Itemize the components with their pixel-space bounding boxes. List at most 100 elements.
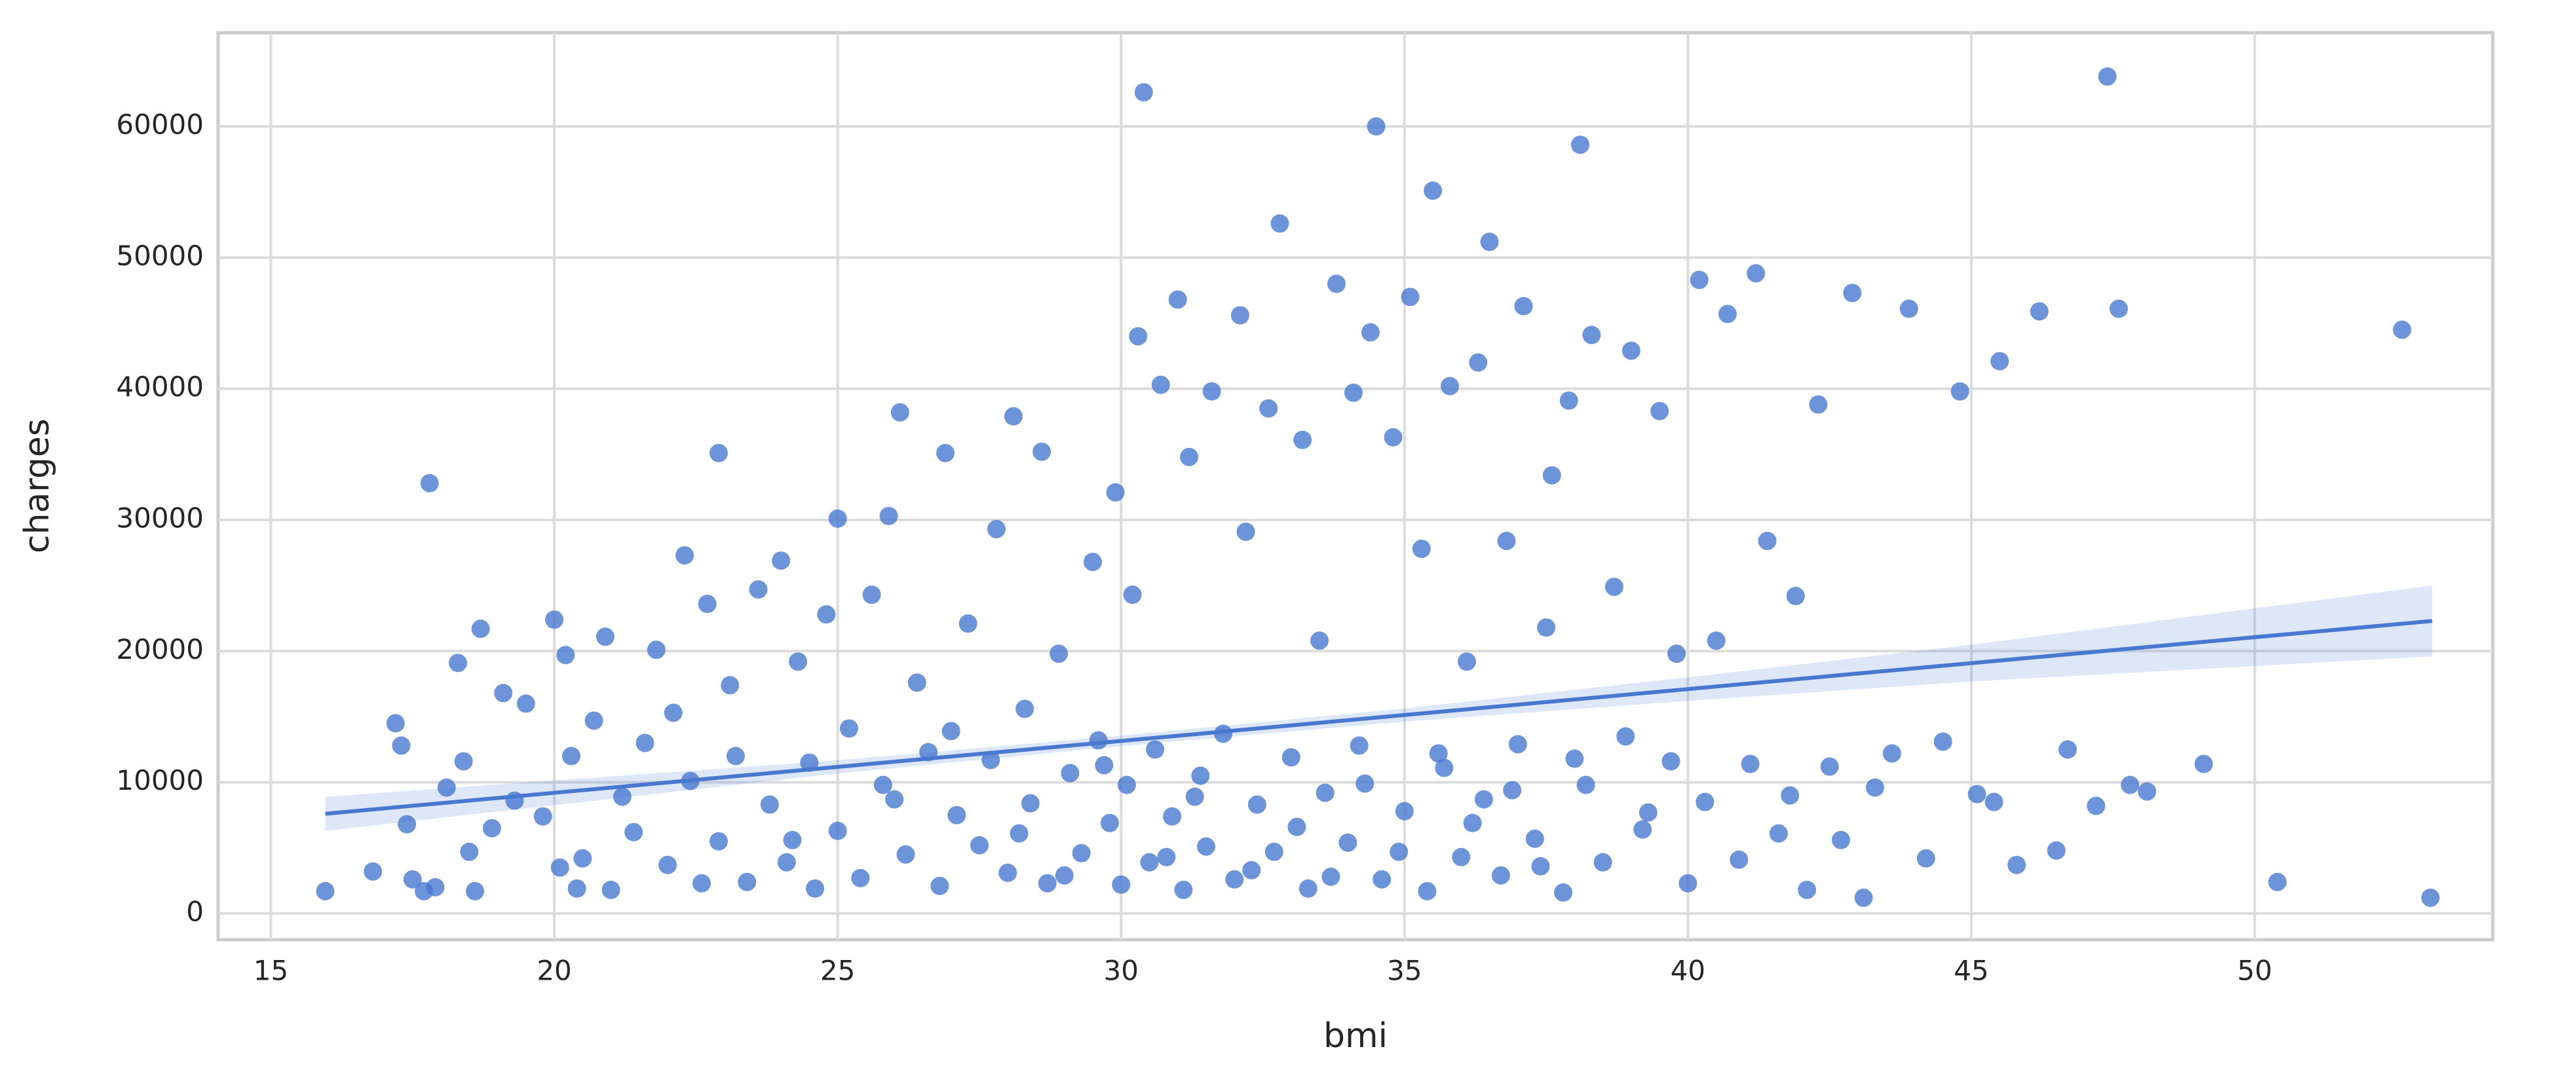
point (1298, 879, 1317, 898)
point (1690, 270, 1709, 289)
point (1100, 813, 1119, 832)
point (1491, 866, 1510, 885)
point (1055, 866, 1074, 885)
point (783, 830, 802, 849)
point (516, 694, 535, 713)
point (1435, 758, 1454, 777)
point (1418, 881, 1437, 900)
point (658, 855, 677, 874)
point (1355, 774, 1374, 793)
point (1264, 842, 1283, 861)
point (1213, 724, 1232, 743)
point (879, 506, 898, 525)
point (1667, 644, 1686, 663)
point (1508, 735, 1527, 754)
point (494, 684, 513, 703)
point (1038, 874, 1057, 893)
point (584, 711, 603, 730)
point (772, 551, 791, 570)
point (1259, 399, 1278, 418)
point (1338, 833, 1357, 852)
point (1236, 523, 1255, 542)
point (1140, 853, 1159, 872)
point (987, 520, 1006, 539)
point (556, 646, 575, 665)
point (1781, 786, 1800, 805)
point (482, 819, 501, 838)
y-tick-label: 10000 (116, 764, 204, 796)
point (1129, 327, 1148, 346)
point (448, 654, 467, 673)
point (1565, 749, 1584, 768)
point (1650, 401, 1669, 420)
point (1395, 802, 1414, 821)
point (1197, 837, 1216, 856)
x-tick-label: 45 (1954, 955, 1988, 987)
point (896, 845, 915, 864)
point (426, 878, 445, 896)
point (1321, 867, 1340, 886)
point (1015, 699, 1034, 718)
point (721, 676, 740, 695)
point (454, 752, 473, 771)
point (1327, 274, 1346, 293)
point (1384, 428, 1403, 447)
point (2030, 302, 2049, 321)
point (777, 853, 796, 872)
point (1367, 117, 1386, 136)
point (567, 879, 586, 898)
point (1293, 430, 1312, 449)
point (709, 832, 728, 851)
point (970, 836, 989, 855)
point (398, 815, 417, 834)
point (890, 403, 909, 422)
point (1050, 644, 1069, 663)
point (1798, 880, 1817, 899)
point (316, 881, 335, 900)
point (1604, 578, 1623, 597)
point (806, 879, 825, 898)
point (2268, 872, 2287, 891)
point (1554, 883, 1573, 902)
point (1463, 813, 1482, 832)
point (1661, 752, 1680, 771)
point (1542, 466, 1561, 485)
point (749, 580, 768, 599)
point (562, 747, 581, 766)
point (1191, 766, 1210, 785)
point (726, 747, 745, 766)
point (1281, 748, 1300, 767)
point (1350, 736, 1369, 755)
point (1316, 783, 1335, 802)
point (1168, 290, 1187, 309)
point (1361, 323, 1380, 342)
point (1021, 794, 1040, 813)
point (1180, 447, 1199, 466)
point (1854, 888, 1873, 907)
point (1990, 352, 2009, 371)
point (1769, 824, 1788, 843)
x-tick-label: 35 (1387, 955, 1422, 987)
point (885, 790, 904, 809)
point (930, 876, 949, 895)
point (1741, 754, 1760, 773)
point (817, 605, 836, 624)
point (1157, 847, 1176, 866)
point (1967, 785, 1986, 804)
point (1638, 803, 1657, 822)
point (851, 868, 870, 887)
point (1310, 631, 1329, 650)
y-axis-label: charges (18, 418, 57, 553)
point (1832, 830, 1851, 849)
confidence-band (325, 585, 2433, 831)
point (533, 807, 552, 826)
point (709, 443, 728, 462)
point (760, 795, 779, 814)
point (1412, 540, 1431, 559)
point (1106, 483, 1125, 502)
point (1718, 305, 1737, 323)
point (2098, 67, 2117, 86)
point (1525, 829, 1544, 848)
point (1247, 795, 1266, 814)
point (2058, 740, 2077, 759)
